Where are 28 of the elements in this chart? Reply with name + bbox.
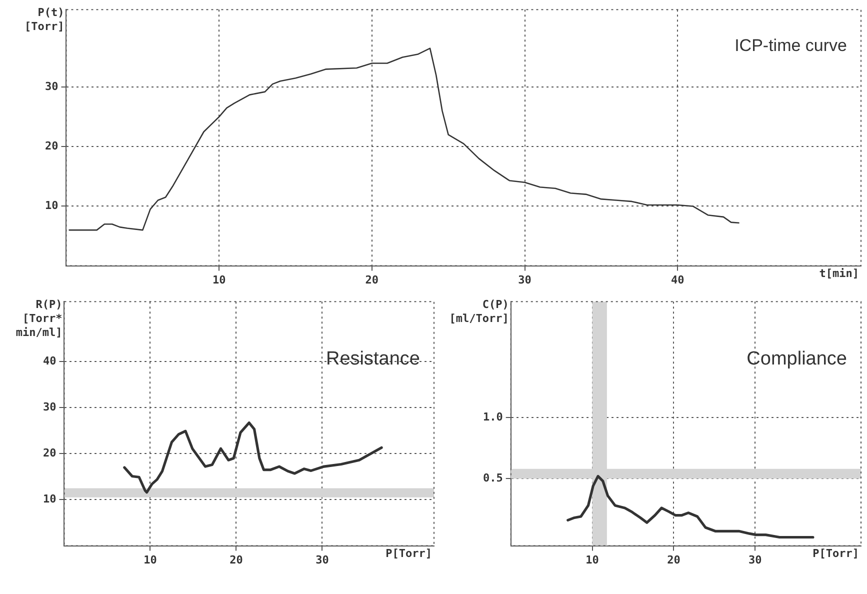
x-axis-title: P[Torr] <box>386 547 432 560</box>
y-axis-title: R(P) [Torr* min/ml] <box>16 298 62 339</box>
x-tick-label: 30 <box>316 553 329 566</box>
x-axis-title: t[min] <box>819 267 859 280</box>
y-axis-title: P(t) [Torr] <box>24 6 64 33</box>
x-axis-title: P[Torr] <box>812 547 859 560</box>
x-tick-label: 10 <box>144 553 157 566</box>
y-tick-label: 30 <box>42 400 56 414</box>
x-tick-label: 10 <box>212 273 226 286</box>
text: Compliance <box>746 348 847 370</box>
y-tick-label: 20 <box>42 446 56 460</box>
x-tick-label: 30 <box>748 553 762 566</box>
text: Resistance <box>326 348 420 370</box>
y-tick-label: 10 <box>44 199 58 212</box>
y-tick-label: 30 <box>44 80 58 93</box>
y-tick-label: 0.5 <box>482 472 503 485</box>
x-tick-label: 30 <box>518 273 532 286</box>
y-tick-label: 40 <box>42 354 56 368</box>
x-tick-label: 20 <box>230 553 243 566</box>
x-tick-label: 20 <box>365 273 379 286</box>
x-tick-label: 40 <box>670 273 684 286</box>
y-tick-label: 1.0 <box>482 410 503 424</box>
y-tick-label: 10 <box>42 492 56 506</box>
y-tick-label: 20 <box>44 139 58 152</box>
x-tick-label: 10 <box>586 553 599 566</box>
y-axis-title: C(P) [ml/Torr] <box>449 298 509 325</box>
text: ICP-time curve <box>734 36 847 55</box>
x-tick-label: 20 <box>667 553 680 566</box>
